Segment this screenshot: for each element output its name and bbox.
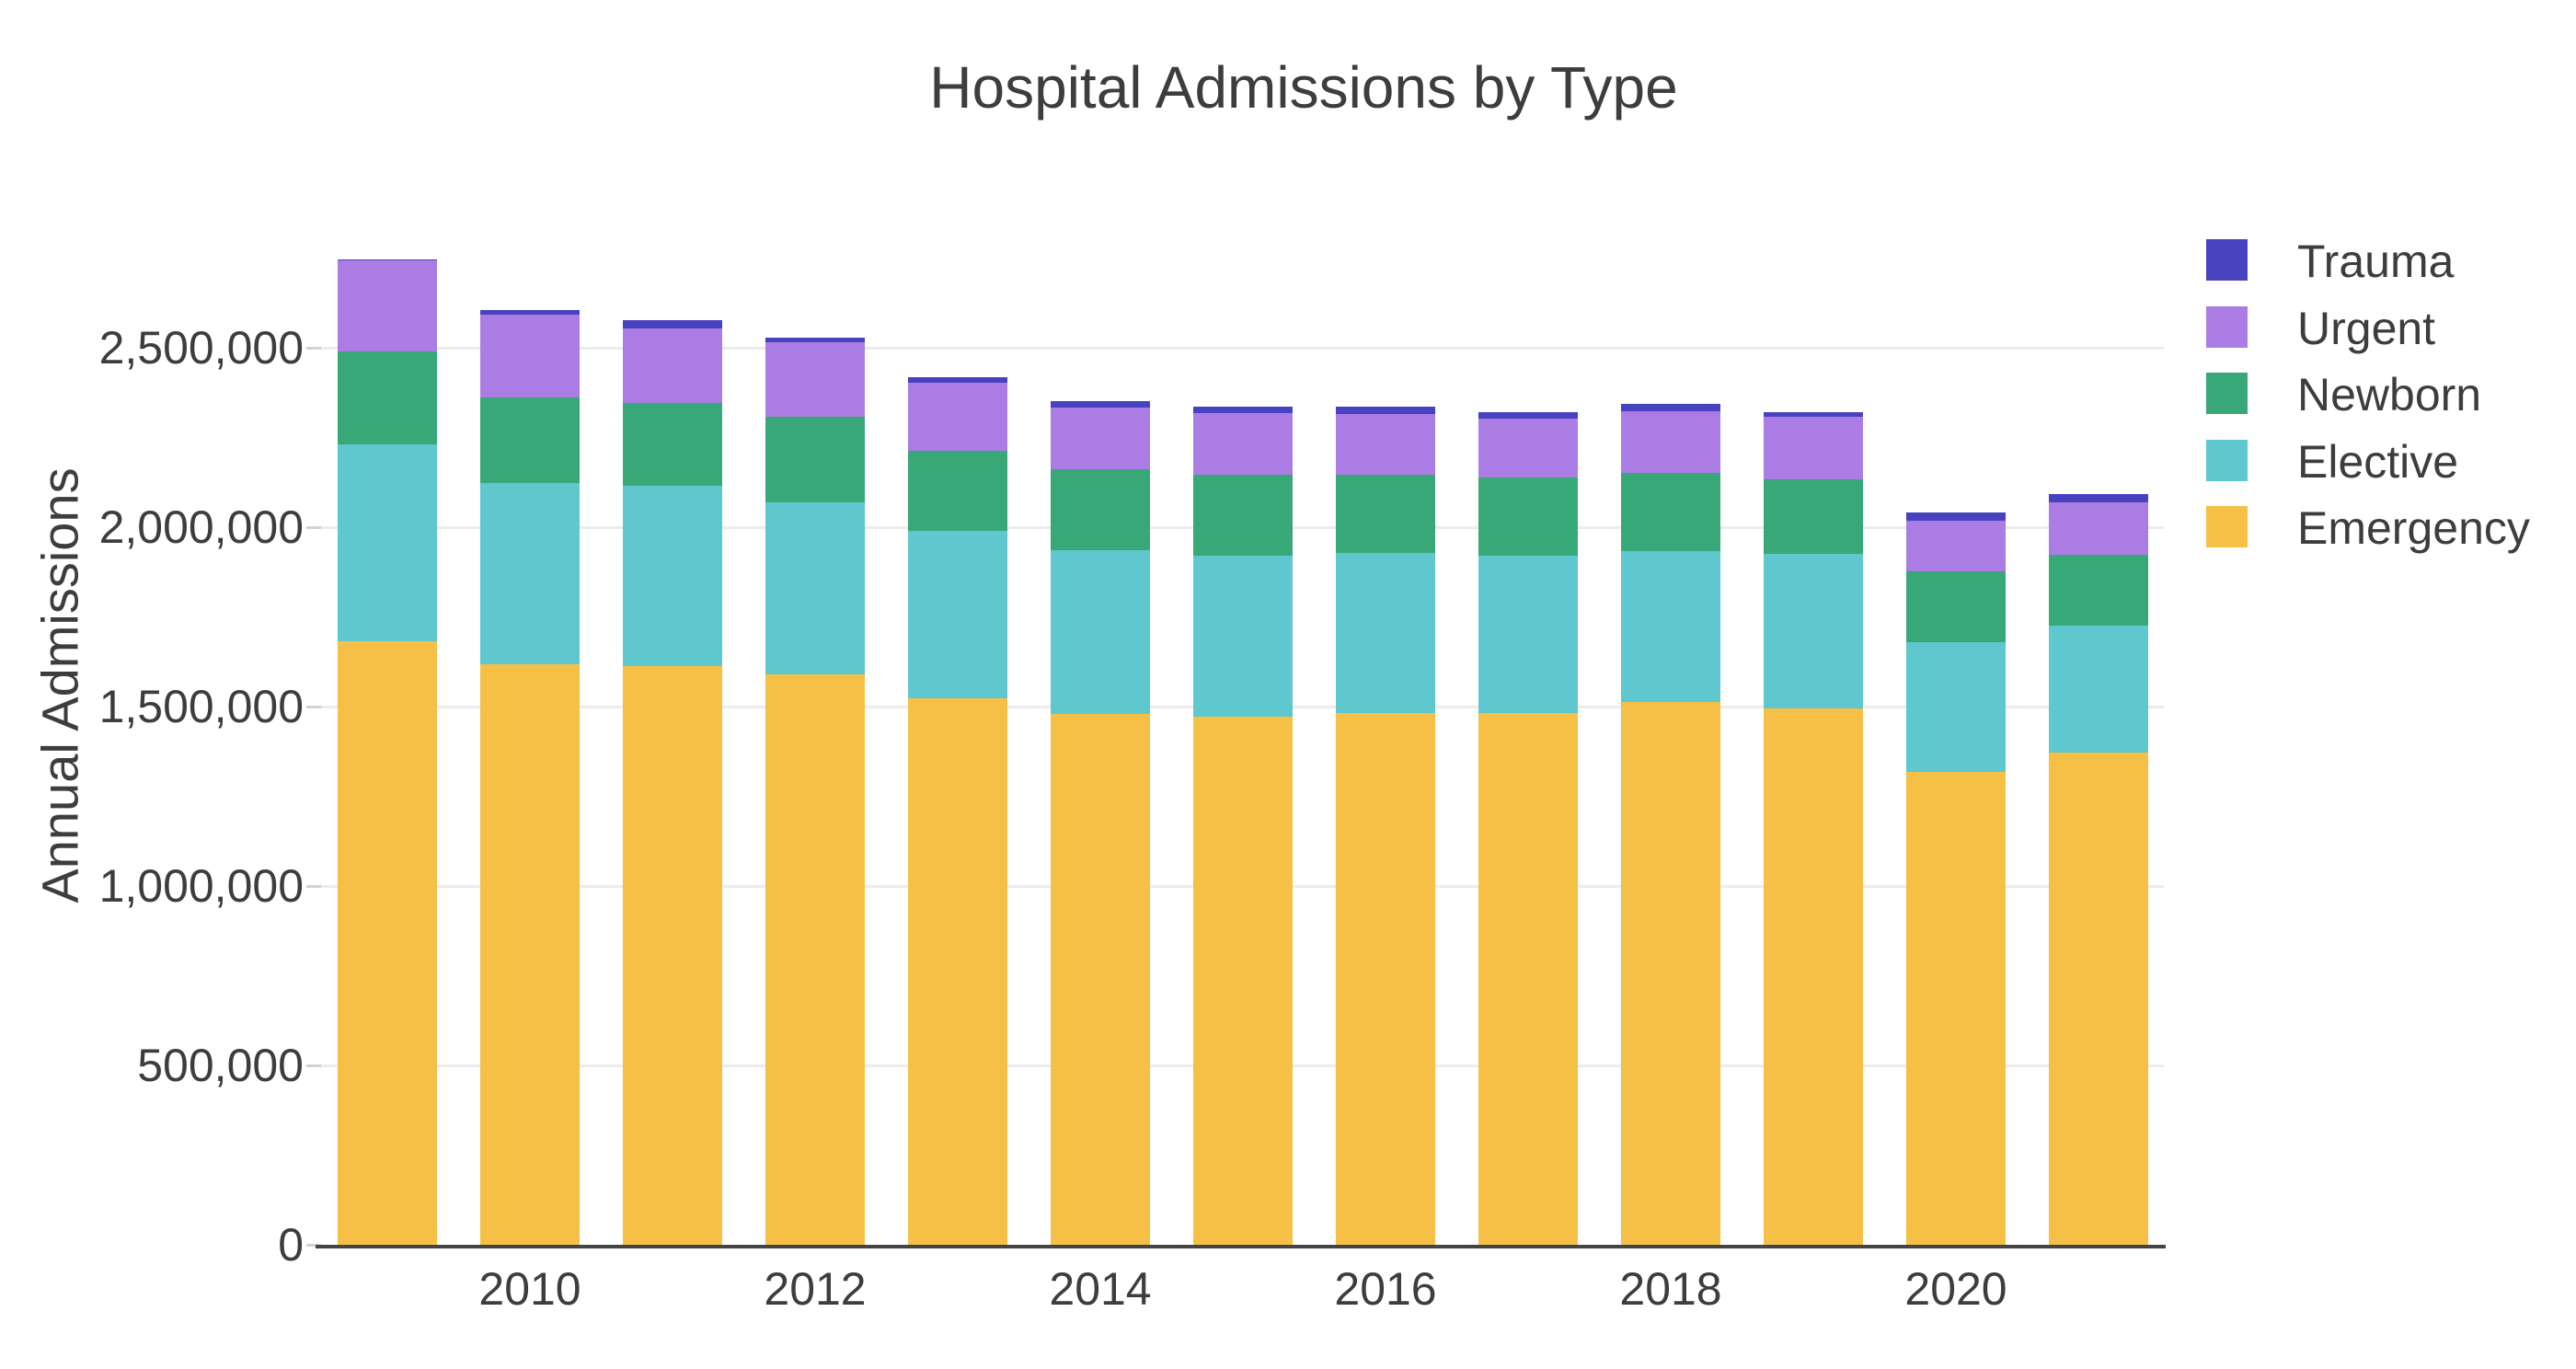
bar-segment-elective-2014[interactable]	[1051, 549, 1150, 714]
bar-segment-newborn-2011[interactable]	[623, 403, 722, 487]
bar-segment-urgent-2020[interactable]	[1906, 520, 2006, 571]
bar-segment-elective-2013[interactable]	[908, 530, 1007, 699]
y-tick-mark	[306, 1064, 321, 1067]
bar-segment-trauma-2011[interactable]	[623, 319, 722, 328]
x-tick-label: 2016	[1334, 1263, 1437, 1315]
y-tick-label: 1,000,000	[98, 860, 304, 912]
bar-segment-newborn-2013[interactable]	[908, 450, 1007, 531]
bar-segment-elective-2015[interactable]	[1193, 555, 1293, 717]
bar-segment-trauma-2012[interactable]	[765, 338, 865, 343]
x-tick-label: 2014	[1049, 1263, 1152, 1315]
bar-segment-emergency-2010[interactable]	[480, 663, 580, 1245]
bar-segment-newborn-2019[interactable]	[1764, 479, 1863, 554]
bar-segment-trauma-2010[interactable]	[480, 309, 580, 316]
bar-segment-newborn-2009[interactable]	[338, 351, 437, 444]
bar-segment-elective-2021[interactable]	[2049, 625, 2148, 753]
legend-label-trauma[interactable]: Trauma	[2297, 236, 2455, 287]
bar-segment-emergency-2011[interactable]	[623, 665, 722, 1245]
bar-segment-emergency-2014[interactable]	[1051, 713, 1150, 1245]
legend-label-urgent[interactable]: Urgent	[2297, 302, 2436, 354]
legend-label-elective[interactable]: Elective	[2297, 435, 2459, 488]
bar-segment-urgent-2017[interactable]	[1478, 418, 1578, 478]
bar-segment-elective-2020[interactable]	[1906, 641, 2006, 772]
bar-segment-trauma-2019[interactable]	[1764, 411, 1863, 417]
bar-segment-elective-2019[interactable]	[1764, 553, 1863, 708]
bar-segment-emergency-2019[interactable]	[1764, 708, 1863, 1245]
legend-swatch-elective-icon[interactable]	[2206, 439, 2248, 481]
x-tick-label: 2010	[478, 1263, 581, 1315]
bar-segment-emergency-2013[interactable]	[908, 698, 1007, 1245]
bar-segment-newborn-2010[interactable]	[480, 397, 580, 484]
y-tick-mark	[306, 526, 321, 529]
bar-segment-newborn-2012[interactable]	[765, 416, 865, 503]
legend-swatch-urgent-icon[interactable]	[2206, 305, 2248, 348]
bar-segment-newborn-2015[interactable]	[1193, 475, 1293, 556]
bar-segment-trauma-2009[interactable]	[338, 259, 437, 261]
bar-segment-urgent-2019[interactable]	[1764, 416, 1863, 480]
bar-segment-elective-2010[interactable]	[480, 483, 580, 664]
bar-segment-urgent-2013[interactable]	[908, 382, 1007, 451]
bar-segment-urgent-2012[interactable]	[765, 342, 865, 417]
bar-segment-urgent-2009[interactable]	[338, 260, 437, 351]
legend-swatch-trauma-icon[interactable]	[2206, 239, 2248, 281]
bar-segment-emergency-2016[interactable]	[1336, 713, 1435, 1245]
y-tick-label: 2,500,000	[98, 322, 304, 374]
bar-segment-elective-2012[interactable]	[765, 502, 865, 674]
bar-segment-trauma-2020[interactable]	[1906, 512, 2006, 521]
bar-segment-urgent-2018[interactable]	[1621, 411, 1720, 474]
gridline	[317, 347, 2164, 350]
bar-segment-emergency-2018[interactable]	[1621, 701, 1720, 1245]
x-tick-label: 2020	[1904, 1263, 2007, 1315]
legend-label-newborn[interactable]: Newborn	[2297, 369, 2482, 420]
bar-segment-emergency-2009[interactable]	[338, 641, 437, 1245]
bar-segment-urgent-2016[interactable]	[1336, 414, 1435, 476]
bar-segment-emergency-2021[interactable]	[2049, 752, 2148, 1245]
bar-segment-emergency-2012[interactable]	[765, 673, 865, 1245]
bar-segment-urgent-2015[interactable]	[1193, 412, 1293, 476]
bar-segment-emergency-2020[interactable]	[1906, 771, 2006, 1245]
bar-segment-trauma-2016[interactable]	[1336, 406, 1435, 415]
bar-segment-urgent-2014[interactable]	[1051, 408, 1150, 470]
bar-segment-elective-2018[interactable]	[1621, 551, 1720, 702]
bar-segment-elective-2009[interactable]	[338, 443, 437, 642]
bar-segment-newborn-2020[interactable]	[1906, 570, 2006, 642]
legend-swatch-newborn-icon[interactable]	[2206, 373, 2248, 414]
y-tick-mark	[306, 347, 321, 350]
legend-swatch-emergency-icon[interactable]	[2206, 506, 2248, 547]
bar-segment-trauma-2017[interactable]	[1478, 412, 1578, 419]
y-tick-label: 1,500,000	[98, 681, 304, 732]
y-tick-mark	[306, 706, 321, 708]
bar-segment-urgent-2011[interactable]	[623, 328, 722, 404]
x-axis-line	[316, 1245, 2166, 1248]
bar-segment-trauma-2014[interactable]	[1051, 401, 1150, 408]
bar-segment-newborn-2018[interactable]	[1621, 473, 1720, 552]
y-tick-label: 2,000,000	[98, 501, 304, 553]
bar-segment-elective-2011[interactable]	[623, 486, 722, 666]
x-tick-label: 2012	[764, 1263, 867, 1315]
y-tick-mark	[306, 1244, 321, 1247]
bar-segment-trauma-2013[interactable]	[908, 376, 1007, 383]
bar-segment-newborn-2021[interactable]	[2049, 555, 2148, 626]
bar-segment-trauma-2021[interactable]	[2049, 494, 2148, 503]
chart-title: Hospital Admissions by Type	[929, 54, 1678, 121]
bar-segment-trauma-2015[interactable]	[1193, 406, 1293, 413]
bar-segment-emergency-2015[interactable]	[1193, 716, 1293, 1245]
y-tick-label: 500,000	[137, 1040, 304, 1091]
bar-segment-elective-2017[interactable]	[1478, 555, 1578, 713]
legend-label-emergency[interactable]: Emergency	[2297, 502, 2530, 554]
bar-segment-newborn-2014[interactable]	[1051, 469, 1150, 550]
y-tick-mark	[306, 885, 321, 888]
bar-segment-newborn-2016[interactable]	[1336, 475, 1435, 554]
bar-segment-newborn-2017[interactable]	[1478, 477, 1578, 556]
y-tick-label: 0	[278, 1219, 304, 1271]
bar-segment-emergency-2017[interactable]	[1478, 713, 1578, 1245]
bar-segment-elective-2016[interactable]	[1336, 553, 1435, 714]
bar-segment-urgent-2021[interactable]	[2049, 502, 2148, 556]
bar-segment-urgent-2010[interactable]	[480, 315, 580, 398]
x-tick-label: 2018	[1619, 1263, 1722, 1315]
bar-segment-trauma-2018[interactable]	[1621, 403, 1720, 412]
